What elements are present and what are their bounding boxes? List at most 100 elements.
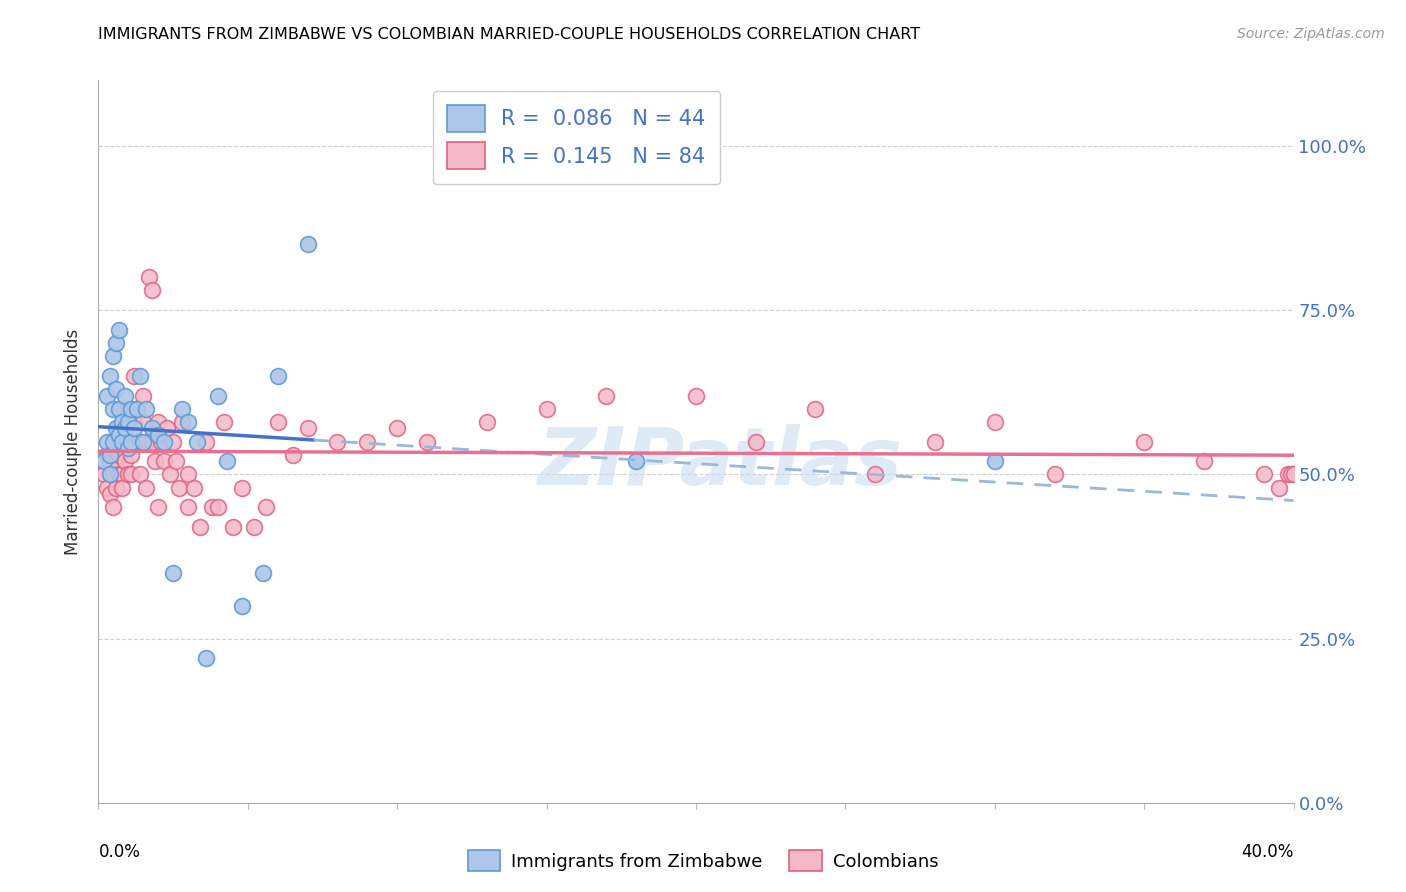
Point bbox=[475, 415, 498, 429]
Point bbox=[626, 454, 648, 468]
Point bbox=[207, 500, 229, 515]
Point bbox=[93, 467, 115, 482]
Point bbox=[1267, 481, 1289, 495]
Point bbox=[186, 434, 208, 449]
Point bbox=[124, 415, 146, 429]
Point bbox=[132, 415, 155, 429]
Point bbox=[135, 401, 157, 416]
Point bbox=[1279, 467, 1302, 482]
Point bbox=[124, 421, 146, 435]
Point bbox=[297, 421, 319, 435]
Point bbox=[172, 401, 194, 416]
Point bbox=[159, 467, 181, 482]
Point bbox=[103, 434, 125, 449]
Point bbox=[111, 467, 134, 482]
Point bbox=[165, 454, 187, 468]
Point bbox=[148, 428, 170, 442]
Point bbox=[111, 434, 134, 449]
Point bbox=[127, 401, 149, 416]
Point bbox=[114, 388, 136, 402]
Point bbox=[96, 481, 118, 495]
Text: Source: ZipAtlas.com: Source: ZipAtlas.com bbox=[1237, 27, 1385, 41]
Point bbox=[865, 467, 887, 482]
Point bbox=[117, 467, 139, 482]
Point bbox=[127, 401, 149, 416]
Point bbox=[105, 481, 128, 495]
Point bbox=[1192, 454, 1215, 468]
Point bbox=[183, 481, 205, 495]
Point bbox=[1133, 434, 1156, 449]
Point bbox=[105, 336, 128, 351]
Legend: R =  0.086   N = 44, R =  0.145   N = 84: R = 0.086 N = 44, R = 0.145 N = 84 bbox=[433, 91, 720, 184]
Point bbox=[141, 284, 163, 298]
Point bbox=[1277, 467, 1299, 482]
Y-axis label: Married-couple Households: Married-couple Households bbox=[65, 328, 83, 555]
Point bbox=[117, 441, 139, 455]
Point bbox=[143, 454, 166, 468]
Point bbox=[195, 434, 218, 449]
Point bbox=[120, 467, 142, 482]
Point bbox=[150, 434, 173, 449]
Point bbox=[243, 520, 266, 534]
Point bbox=[120, 448, 142, 462]
Point bbox=[984, 415, 1007, 429]
Point bbox=[385, 421, 409, 435]
Point bbox=[924, 434, 946, 449]
Point bbox=[120, 434, 142, 449]
Point bbox=[105, 382, 128, 396]
Point bbox=[98, 467, 122, 482]
Point bbox=[141, 421, 163, 435]
Point bbox=[108, 323, 131, 337]
Point bbox=[1253, 467, 1275, 482]
Point bbox=[1043, 467, 1066, 482]
Point bbox=[231, 599, 253, 613]
Point bbox=[103, 434, 125, 449]
Point bbox=[153, 434, 176, 449]
Point bbox=[148, 415, 170, 429]
Point bbox=[188, 520, 211, 534]
Point bbox=[117, 415, 139, 429]
Point bbox=[108, 428, 131, 442]
Point bbox=[117, 401, 139, 416]
Point bbox=[114, 454, 136, 468]
Point bbox=[595, 388, 617, 402]
Point bbox=[201, 500, 224, 515]
Point bbox=[108, 421, 131, 435]
Point bbox=[108, 467, 131, 482]
Point bbox=[129, 467, 152, 482]
Point bbox=[120, 401, 142, 416]
Point bbox=[135, 481, 157, 495]
Point bbox=[132, 388, 155, 402]
Point bbox=[141, 434, 163, 449]
Point bbox=[177, 500, 200, 515]
Point bbox=[127, 434, 149, 449]
Point bbox=[153, 454, 176, 468]
Point bbox=[1282, 467, 1305, 482]
Point bbox=[98, 487, 122, 501]
Point bbox=[114, 421, 136, 435]
Point bbox=[207, 388, 229, 402]
Point bbox=[212, 415, 235, 429]
Point bbox=[162, 434, 184, 449]
Point bbox=[195, 651, 218, 665]
Point bbox=[267, 368, 290, 383]
Point bbox=[124, 368, 146, 383]
Point bbox=[105, 421, 128, 435]
Point bbox=[984, 454, 1007, 468]
Point bbox=[98, 368, 122, 383]
Point bbox=[356, 434, 378, 449]
Point bbox=[222, 520, 245, 534]
Text: 40.0%: 40.0% bbox=[1241, 843, 1294, 861]
Point bbox=[416, 434, 439, 449]
Point bbox=[103, 467, 125, 482]
Point bbox=[111, 415, 134, 429]
Point bbox=[108, 401, 131, 416]
Point bbox=[103, 500, 125, 515]
Point bbox=[231, 481, 253, 495]
Point bbox=[138, 270, 160, 285]
Point bbox=[103, 349, 125, 363]
Point bbox=[252, 566, 274, 580]
Point bbox=[536, 401, 558, 416]
Point bbox=[745, 434, 768, 449]
Point bbox=[281, 448, 304, 462]
